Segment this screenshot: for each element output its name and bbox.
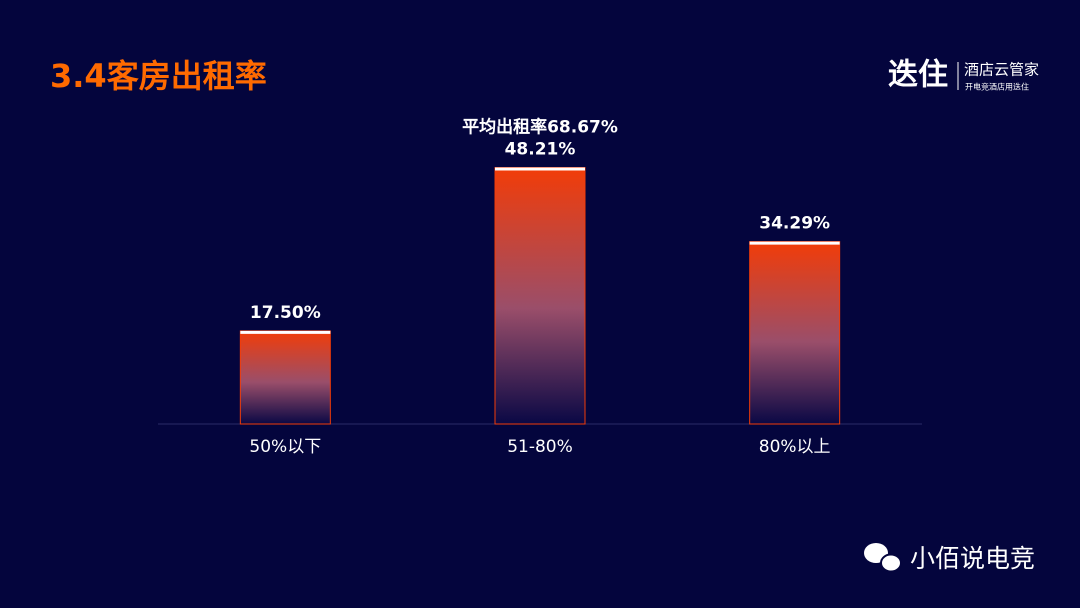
logo: 迭住 酒店云管家 开电竞酒店用迭住 (888, 58, 1039, 93)
value-label: 34.29% (759, 214, 830, 234)
logo-name: 酒店云管家 (964, 61, 1039, 79)
wechat-icon (880, 553, 902, 573)
x-tick-label: 51-80% (507, 437, 573, 457)
x-tick-label: 80%以上 (759, 437, 831, 457)
value-label: 17.50% (250, 303, 321, 323)
watermark-text: 小佰说电竞 (910, 544, 1035, 573)
watermark: 小佰说电竞 (864, 543, 1035, 573)
value-label: 48.21% (505, 140, 576, 160)
x-tick-label: 50%以下 (249, 437, 321, 457)
logo-slogan: 开电竞酒店用迭住 (965, 82, 1029, 92)
bar (239, 330, 331, 425)
annotation: 平均出租率68.67% (462, 117, 618, 138)
plot: 50%以下 17.50% 51-80% 48.21% 80%以上 34.29% 平均出租率6… (158, 117, 922, 457)
chart-title: 3.4客房出租率 (50, 57, 267, 95)
bar (749, 241, 841, 425)
logo-brand: 迭住 (888, 58, 948, 93)
bar (494, 167, 586, 425)
